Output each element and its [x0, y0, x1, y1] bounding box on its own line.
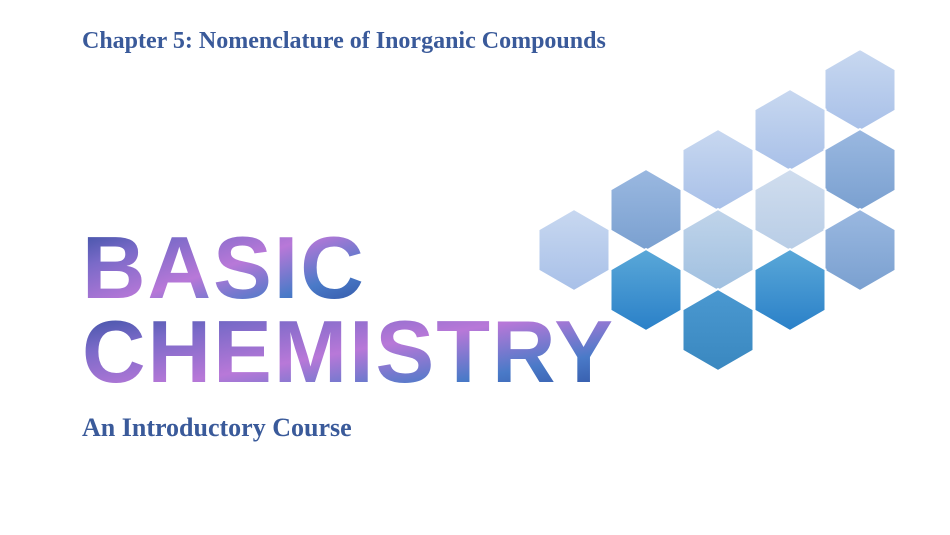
subtitle: An Introductory Course [82, 413, 702, 443]
hexagon-icon [755, 169, 826, 251]
hexagon-icon [825, 209, 896, 291]
hexagon-icon [825, 129, 896, 211]
hexagon-icon [755, 89, 826, 171]
hexagon-icon [755, 249, 826, 331]
hexagon-icon [825, 50, 896, 131]
slide: Chapter 5: Nomenclature of Inorganic Com… [0, 0, 950, 535]
main-title-line2: CHEMISTRY [82, 302, 615, 400]
hexagon-icon [683, 129, 754, 211]
title-block: BASIC CHEMISTRY An Introductory Course [82, 220, 702, 443]
main-title: BASIC CHEMISTRY [82, 220, 702, 400]
